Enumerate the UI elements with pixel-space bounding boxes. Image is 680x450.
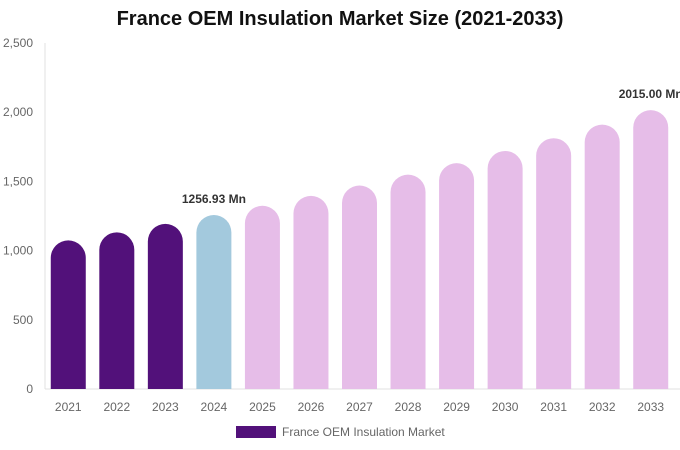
x-tick-label: 2022 — [103, 400, 130, 414]
y-tick-label: 2,500 — [3, 36, 33, 50]
bar-2024 — [196, 215, 232, 389]
y-tick-label: 1,500 — [3, 174, 33, 188]
y-tick-label: 2,000 — [3, 105, 33, 119]
bar-2030 — [487, 150, 523, 389]
x-tick-label: 2028 — [395, 400, 422, 414]
bar-2021 — [50, 240, 86, 389]
legend-swatch — [236, 426, 276, 438]
chart-title: France OEM Insulation Market Size (2021-… — [116, 8, 564, 30]
x-tick-label: 2024 — [201, 400, 228, 414]
x-tick-label: 2033 — [637, 400, 664, 414]
x-tick-label: 2027 — [346, 400, 373, 414]
x-tick-label: 2025 — [249, 400, 276, 414]
bar-2026 — [293, 195, 329, 389]
bar-2023 — [147, 223, 183, 389]
bar-2029 — [439, 163, 475, 389]
x-tick-label: 2030 — [492, 400, 519, 414]
y-tick-label: 500 — [13, 313, 33, 327]
x-tick-label: 2023 — [152, 400, 179, 414]
bar-2031 — [536, 138, 572, 389]
bar-2028 — [390, 174, 426, 389]
x-tick-label: 2031 — [540, 400, 567, 414]
x-tick-label: 2032 — [589, 400, 616, 414]
bar-2022 — [99, 232, 135, 389]
bar-2032 — [584, 124, 620, 389]
x-tick-label: 2029 — [443, 400, 470, 414]
data-label: 1256.93 Mn — [182, 192, 246, 206]
y-tick-label: 1,000 — [3, 244, 33, 258]
legend-label: France OEM Insulation Market — [282, 425, 445, 439]
legend: France OEM Insulation Market — [236, 425, 445, 439]
bar-2025 — [244, 205, 280, 389]
x-tick-label: 2026 — [298, 400, 325, 414]
x-tick-label: 2021 — [55, 400, 82, 414]
bar-2033 — [633, 110, 669, 390]
y-tick-label: 0 — [26, 382, 33, 396]
bar-2027 — [342, 185, 377, 389]
data-label: 2015.00 Mn — [619, 87, 680, 101]
